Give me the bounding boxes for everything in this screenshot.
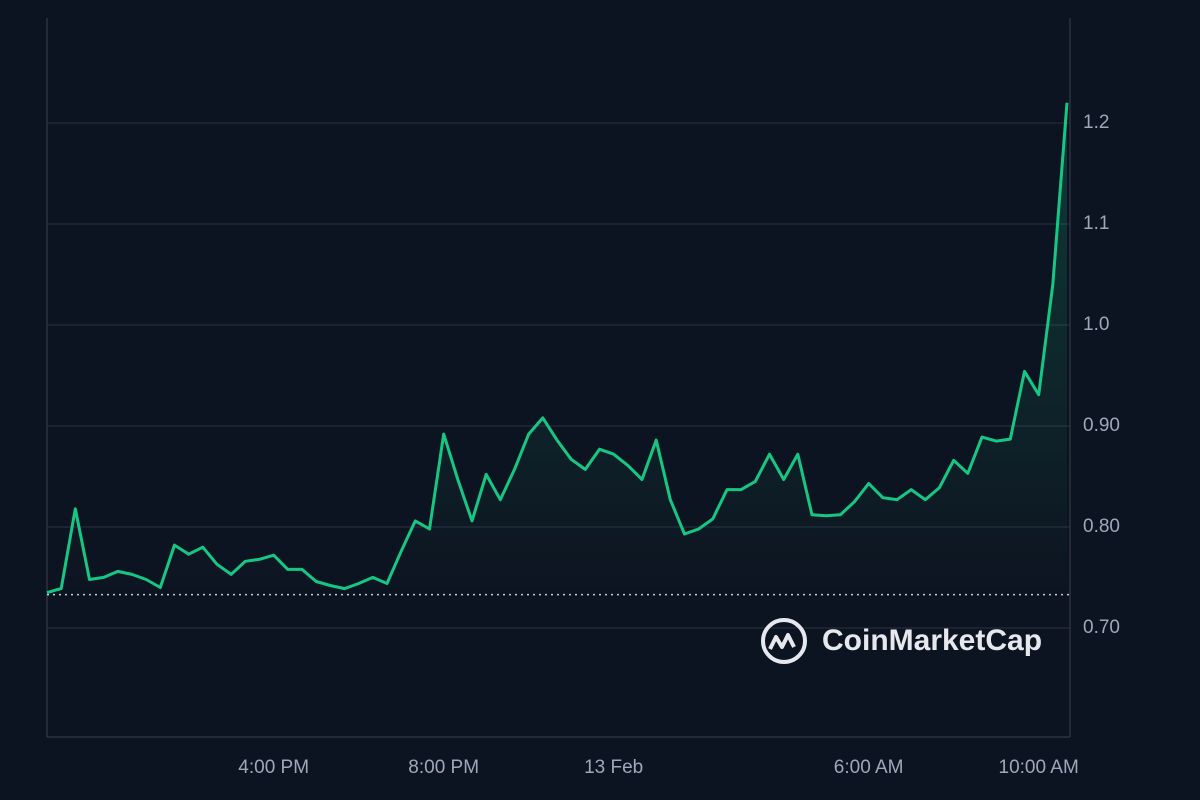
y-tick-label: 0.90 <box>1083 415 1120 436</box>
x-tick-label: 13 Feb <box>584 757 643 778</box>
price-line <box>46 102 1069 595</box>
x-tick-label: 4:00 PM <box>238 757 309 778</box>
x-tick-label: 8:00 PM <box>408 757 479 778</box>
y-tick-label: 1.1 <box>1083 213 1109 234</box>
watermark-text: CoinMarketCap <box>822 624 1042 657</box>
y-tick-label: 1.0 <box>1083 314 1109 335</box>
y-tick-label: 0.80 <box>1083 516 1120 537</box>
x-tick-label: 6:00 AM <box>834 757 904 778</box>
area-fill <box>47 102 1067 595</box>
watermark <box>761 618 807 664</box>
y-tick-label: 1.2 <box>1083 112 1109 133</box>
x-tick-label: 10:00 AM <box>999 757 1079 778</box>
y-tick-label: 0.70 <box>1083 617 1120 638</box>
